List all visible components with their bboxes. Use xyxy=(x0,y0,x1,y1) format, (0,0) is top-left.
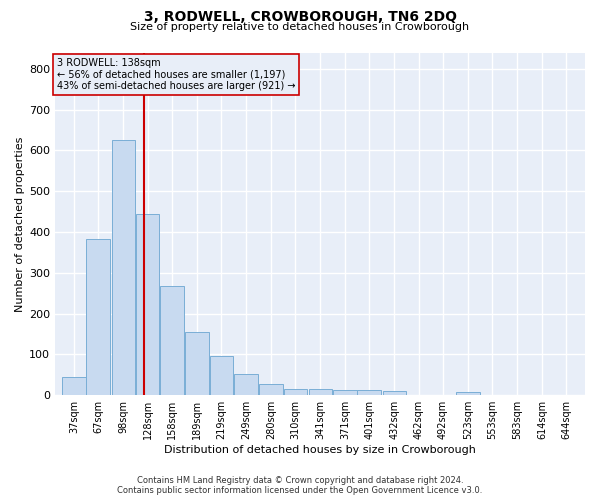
Bar xyxy=(333,390,356,395)
X-axis label: Distribution of detached houses by size in Crowborough: Distribution of detached houses by size … xyxy=(164,445,476,455)
Bar xyxy=(457,392,480,395)
Text: Size of property relative to detached houses in Crowborough: Size of property relative to detached ho… xyxy=(130,22,470,32)
Bar xyxy=(383,391,406,395)
Text: 3 RODWELL: 138sqm
← 56% of detached houses are smaller (1,197)
43% of semi-detac: 3 RODWELL: 138sqm ← 56% of detached hous… xyxy=(57,58,295,92)
Bar xyxy=(284,389,307,395)
Bar xyxy=(86,239,110,395)
Text: Contains HM Land Registry data © Crown copyright and database right 2024.
Contai: Contains HM Land Registry data © Crown c… xyxy=(118,476,482,495)
Bar xyxy=(112,140,135,395)
Bar xyxy=(136,214,160,395)
Bar xyxy=(209,356,233,395)
Y-axis label: Number of detached properties: Number of detached properties xyxy=(15,136,25,312)
Text: 3, RODWELL, CROWBOROUGH, TN6 2DQ: 3, RODWELL, CROWBOROUGH, TN6 2DQ xyxy=(143,10,457,24)
Bar xyxy=(308,389,332,395)
Bar xyxy=(185,332,209,395)
Bar xyxy=(234,374,257,395)
Bar xyxy=(358,390,381,395)
Bar xyxy=(259,384,283,395)
Bar xyxy=(160,286,184,395)
Bar xyxy=(62,377,86,395)
